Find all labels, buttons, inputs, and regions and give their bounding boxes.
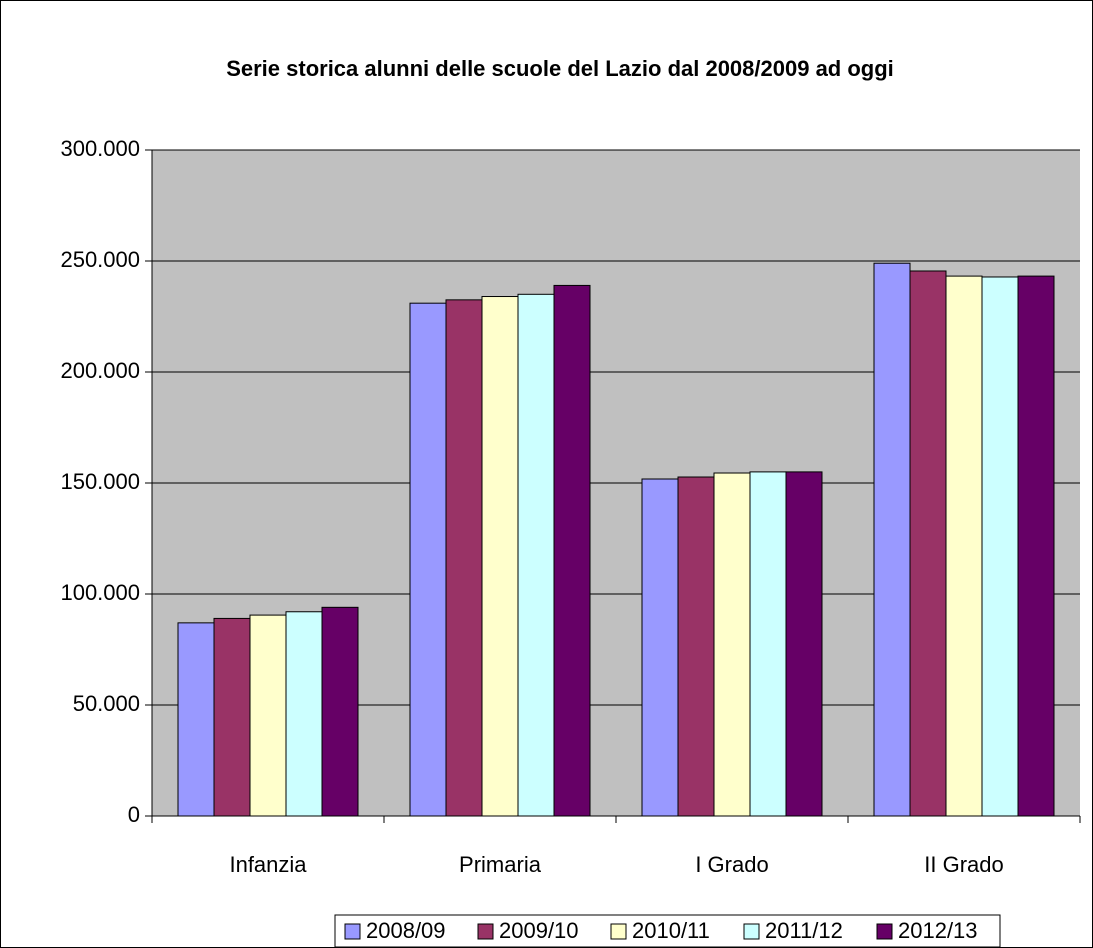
bar [409,302,447,817]
y-tick-label: 50.000 [73,691,140,716]
y-tick-label: 200.000 [60,358,140,383]
bar [909,270,947,817]
bar [641,478,679,817]
x-tick-label: I Grado [695,852,768,877]
bar [749,471,787,817]
legend-label: 2011/12 [765,918,843,943]
legend-swatch [743,923,760,940]
bar [945,275,983,817]
bar [713,472,751,817]
bar [177,622,215,817]
legend-label: 2012/13 [898,918,978,943]
x-tick-label: II Grado [924,852,1003,877]
legend-swatch [344,923,361,940]
legend-swatch [876,923,893,940]
chart-title: Serie storica alunni delle scuole del La… [226,56,894,81]
bar [213,617,251,817]
bar [481,296,519,817]
y-tick-label: 0 [128,802,140,827]
legend-label: 2009/10 [499,918,579,943]
legend-label: 2008/09 [366,918,446,943]
bar [517,293,555,817]
legend-swatch [610,923,627,940]
bar [445,299,483,817]
bar [785,471,823,817]
bar [677,476,715,817]
y-tick-label: 250.000 [60,247,140,272]
y-tick-label: 300.000 [60,136,140,161]
bar [981,276,1019,817]
bar [873,262,911,817]
y-tick-label: 150.000 [60,469,140,494]
x-tick-label: Infanzia [229,852,307,877]
bar [553,284,591,817]
x-tick-label: Primaria [459,852,542,877]
bar [285,611,323,817]
bar [321,606,359,817]
legend-label: 2010/11 [632,918,710,943]
bar [1017,275,1055,817]
legend-swatch [477,923,494,940]
bar [249,614,287,817]
y-tick-label: 100.000 [60,580,140,605]
